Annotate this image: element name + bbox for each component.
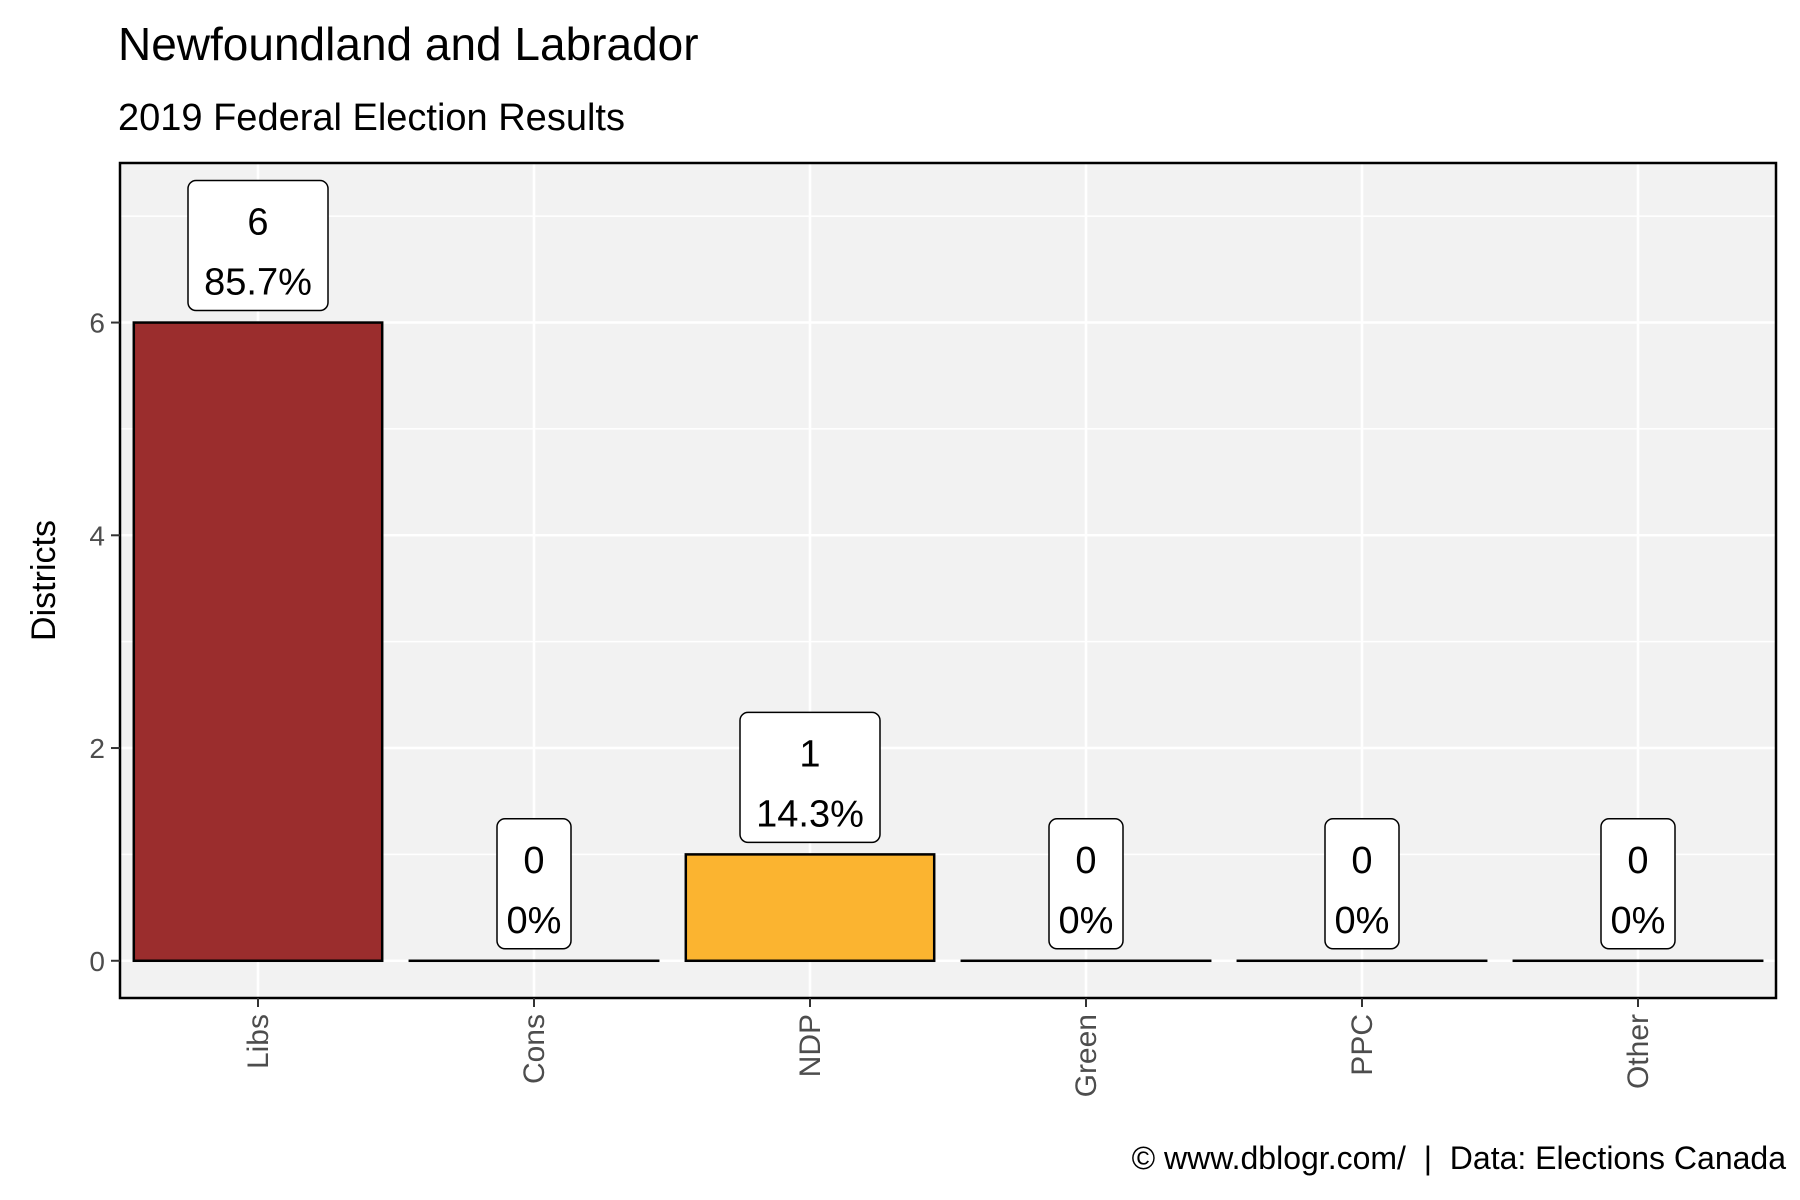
data-label-percent: 0% [1059, 900, 1114, 942]
data-label-box [496, 818, 572, 950]
bars [132, 321, 1764, 963]
plot-border [118, 161, 1778, 1000]
data-label-ndp: 1 14.3% [739, 711, 881, 844]
data-label-count: 6 [247, 202, 268, 244]
x-tick-label-ndp: NDP [794, 1014, 827, 1077]
data-label-percent: 0% [1611, 900, 1666, 942]
chart-subtitle: 2019 Federal Election Results [118, 97, 625, 139]
data-label-percent: 85.7% [204, 262, 312, 304]
data-label-box [739, 711, 881, 844]
data-label-other: 00% [1600, 818, 1676, 950]
data-label-libs: 6 85.7% [187, 179, 329, 312]
data-label-count: 0 [1351, 840, 1372, 882]
y-axis: 0 2 4 6 [89, 308, 120, 977]
data-label-count: 0 [1075, 840, 1096, 882]
data-label-box [1324, 818, 1400, 950]
x-tick-label-green: Green [1070, 1014, 1103, 1097]
panel-border [118, 161, 1778, 1000]
y-tick-label: 0 [89, 946, 105, 977]
y-axis-label: Districts [25, 520, 63, 641]
chart-title: Newfoundland and Labrador [118, 18, 699, 70]
y-tick-label: 2 [89, 733, 105, 764]
data-label-box [1600, 818, 1676, 950]
plot-panel [120, 163, 1776, 998]
bar-ndp [684, 853, 936, 963]
data-label-box [187, 179, 329, 312]
x-axis: Libs Cons NDP Green PPC Other [242, 998, 1655, 1097]
data-label-percent: 0% [1335, 900, 1390, 942]
x-tick-label-cons: Cons [518, 1014, 551, 1084]
panel-background [120, 163, 1776, 998]
y-tick-label: 4 [89, 520, 105, 551]
x-tick-label-libs: Libs [242, 1014, 275, 1069]
data-label-percent: 14.3% [756, 793, 864, 835]
x-tick-label-other: Other [1622, 1014, 1655, 1089]
y-tick-label: 6 [89, 308, 105, 339]
data-label-count: 1 [799, 733, 820, 775]
bar-libs [132, 321, 384, 963]
data-label-green: 00% [1048, 818, 1124, 950]
data-label-cons: 00% [496, 818, 572, 950]
data-labels: 685.7%00%114.3%00%00%00% [187, 179, 1676, 950]
data-label-count: 0 [1627, 840, 1648, 882]
data-label-box [1048, 818, 1124, 950]
data-label-ppc: 00% [1324, 818, 1400, 950]
data-label-percent: 0% [507, 900, 562, 942]
data-label-count: 0 [523, 840, 544, 882]
source-caption: © www.dblogr.com/ | Data: Elections Cana… [1131, 1140, 1786, 1176]
x-tick-label-ppc: PPC [1346, 1014, 1379, 1076]
